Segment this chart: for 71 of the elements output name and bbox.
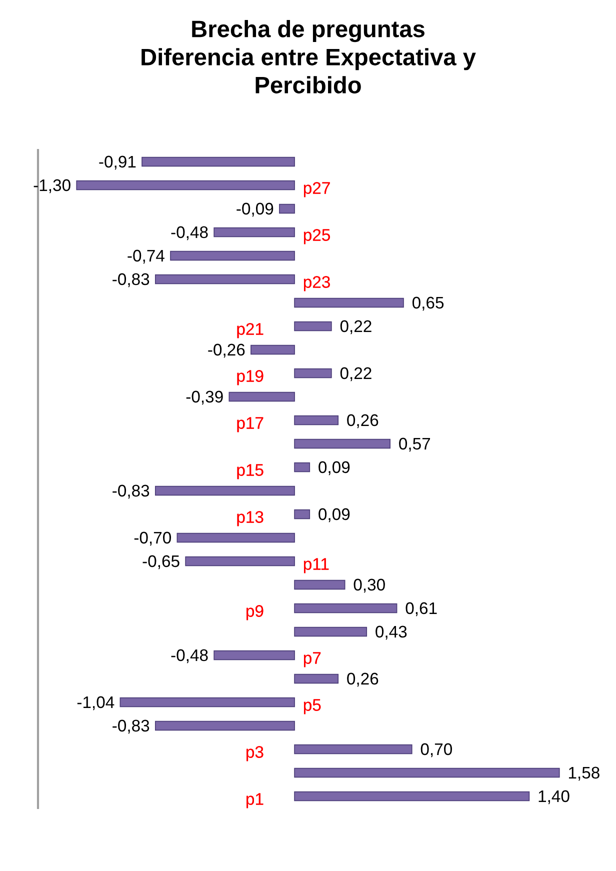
data-label: -0,39 [186, 390, 223, 405]
y-tick-label: p13 [237, 511, 264, 526]
bar [76, 180, 295, 190]
data-label: 0,09 [318, 508, 350, 522]
data-label: 0,09 [318, 461, 350, 476]
data-label: 0,61 [406, 602, 437, 616]
chart-title: Brecha de preguntas Diferencia entre Expectativa y Percibido [142, 20, 476, 94]
data-label: -0,48 [171, 649, 208, 664]
y-tick-label: p9 [246, 605, 264, 620]
y-tick-label: p25 [304, 229, 330, 244]
bar [176, 532, 295, 543]
y-tick-label: p19 [237, 370, 264, 386]
bar [185, 556, 295, 566]
data-label: -0,83 [112, 273, 150, 288]
bar [294, 744, 412, 754]
data-label: 0,70 [420, 743, 452, 758]
y-tick-label: p5 [304, 699, 321, 714]
data-label: -0,91 [99, 156, 136, 170]
y-tick-label: p3 [246, 746, 264, 762]
bar [250, 344, 295, 355]
data-label: 0,65 [412, 296, 444, 311]
data-label: -1,04 [77, 696, 114, 710]
bar [294, 626, 368, 637]
y-tick-label: p27 [304, 182, 330, 198]
y-tick-label: p15 [237, 464, 264, 480]
bar [294, 462, 310, 472]
bar [294, 415, 339, 426]
bar [154, 486, 295, 496]
y-tick-label: p17 [237, 417, 264, 432]
data-label: 1,40 [538, 790, 570, 804]
bar [294, 368, 332, 378]
bar [294, 674, 339, 684]
data-label: 0,43 [376, 626, 407, 640]
y-tick-label: p21 [237, 323, 264, 338]
bar [294, 791, 530, 802]
bar [294, 603, 398, 614]
bar [214, 650, 295, 660]
bar [154, 274, 295, 284]
bar [294, 438, 390, 449]
y-tick-label: p7 [304, 652, 321, 668]
data-label: -0,48 [171, 226, 208, 240]
bar [294, 580, 346, 590]
data-label: -0,83 [112, 720, 150, 734]
bar [294, 509, 310, 520]
bar [142, 156, 295, 167]
data-label: -0,65 [142, 555, 180, 570]
y-tick-label: p23 [304, 276, 330, 292]
bar [154, 720, 295, 731]
data-label: 0,57 [399, 438, 430, 452]
data-label: -0,09 [236, 202, 274, 217]
y-tick-label: p11 [304, 558, 329, 574]
data-label: -1,30 [34, 179, 70, 194]
data-label: 0,22 [340, 320, 372, 334]
data-label: 0,26 [347, 414, 378, 428]
data-label: 1,58 [568, 766, 600, 781]
bar [228, 392, 295, 402]
bar [294, 768, 560, 778]
bar [294, 321, 332, 332]
bar [170, 250, 295, 261]
y-tick-label: p1 [246, 793, 264, 808]
data-label: 0,30 [354, 578, 385, 593]
data-label: 0,26 [347, 672, 378, 687]
data-label: 0,22 [340, 367, 372, 382]
data-label: -0,83 [112, 484, 150, 499]
data-label: -0,74 [128, 250, 164, 264]
bar [294, 298, 404, 308]
data-label: -0,26 [208, 344, 245, 358]
data-label: -0,70 [134, 532, 171, 546]
bar [279, 204, 295, 214]
bar [120, 697, 295, 708]
bar [214, 227, 295, 238]
